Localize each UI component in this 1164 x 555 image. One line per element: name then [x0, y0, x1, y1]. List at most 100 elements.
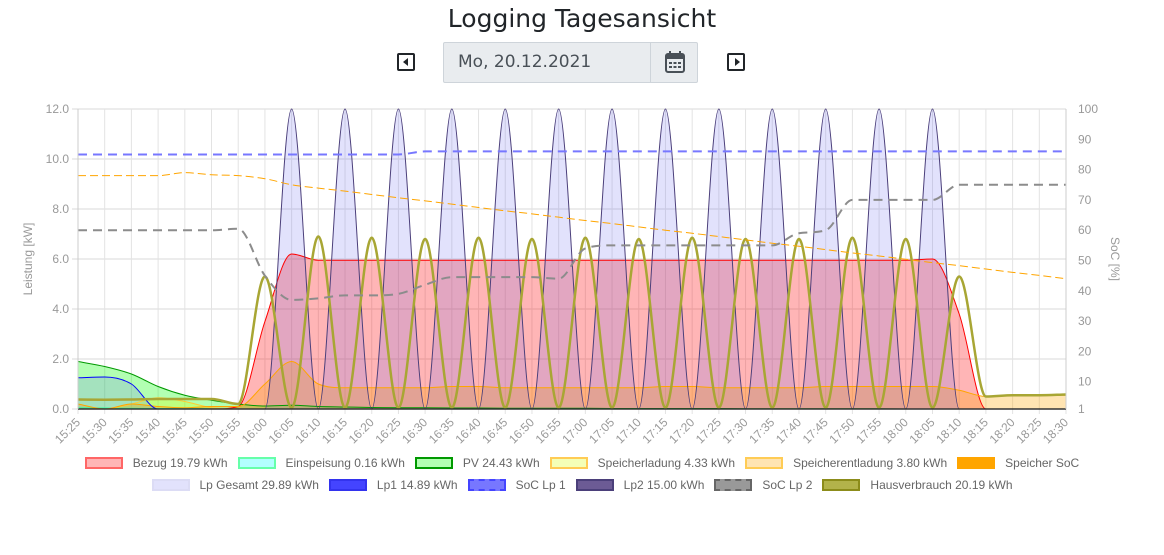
x-tick-label: 18:25: [1013, 415, 1044, 446]
x-tick-label: 17:40: [773, 415, 804, 446]
x-tick-label: 16:25: [372, 415, 403, 446]
legend-item[interactable]: Hausverbrauch 20.19 kWh: [822, 478, 1013, 492]
legend-item[interactable]: Speicherentladung 3.80 kWh: [745, 456, 947, 470]
legend-label: Speicherladung 4.33 kWh: [597, 456, 736, 470]
y-tick-label: 4.0: [52, 302, 69, 316]
legend-item[interactable]: Speicherladung 4.33 kWh: [549, 456, 736, 470]
x-tick-label: 17:05: [586, 415, 617, 446]
x-tick-label: 18:10: [933, 415, 964, 446]
pv-area: [78, 361, 1066, 409]
x-tick-label: 15:40: [132, 415, 163, 446]
legend-label: Lp2 15.00 kWh: [623, 478, 705, 492]
legend-label: Speicher SoC: [1005, 456, 1080, 470]
calendar-button[interactable]: [650, 42, 698, 83]
x-tick-label: 15:45: [159, 415, 190, 446]
x-tick-label: 17:20: [666, 415, 697, 446]
legend-label: Hausverbrauch 20.19 kWh: [870, 478, 1013, 492]
x-tick-label: 17:15: [639, 415, 670, 446]
y-tick-label: 2.0: [52, 352, 69, 366]
x-tick-label: 16:35: [426, 415, 457, 446]
x-tick-label: 15:35: [105, 415, 136, 446]
legend-swatch: [467, 479, 506, 491]
x-tick-label: 15:50: [186, 415, 217, 446]
date-input[interactable]: Mo, 20.12.2021: [443, 42, 651, 83]
y2-tick-label: 80: [1078, 163, 1092, 177]
x-tick-label: 16:50: [506, 415, 537, 446]
x-tick-label: 15:30: [79, 415, 110, 446]
x-tick-label: 18:30: [1040, 415, 1071, 446]
speicherentladung-line: [77, 360, 1066, 410]
legend-swatch: [714, 479, 753, 491]
x-tick-label: 17:35: [746, 415, 777, 446]
x-tick-label: 17:10: [613, 415, 644, 446]
legend-label: Bezug 19.79 kWh: [132, 456, 228, 470]
legend-item[interactable]: Lp Gesamt 29.89 kWh: [151, 478, 319, 492]
y2-tick-label: 1: [1078, 402, 1085, 416]
legend-item[interactable]: SoC Lp 2: [714, 478, 812, 492]
y-tick-label: 8.0: [52, 202, 69, 216]
speicher-soc-line: [78, 172, 1067, 280]
legend-swatch: [549, 457, 588, 469]
lp2-line: [78, 108, 1066, 410]
x-tick-label: 16:10: [292, 415, 323, 446]
legend-item[interactable]: Bezug 19.79 kWh: [84, 456, 228, 470]
next-day-button[interactable]: [727, 53, 745, 71]
x-tick-label: 16:15: [319, 415, 350, 446]
legend-swatch: [84, 457, 123, 469]
legend-label: Lp1 14.89 kWh: [376, 478, 458, 492]
legend-item[interactable]: Speicher SoC: [957, 456, 1079, 470]
y-tick-label: 12.0: [46, 102, 70, 116]
y2-tick-label: 70: [1078, 193, 1092, 207]
x-tick-label: 16:30: [399, 415, 430, 446]
legend-label: Speicherentladung 3.80 kWh: [793, 456, 948, 470]
y2-tick-label: 40: [1078, 284, 1092, 298]
legend-item[interactable]: PV 24.43 kWh: [414, 456, 540, 470]
legend-swatch: [745, 457, 784, 469]
x-tick-label: 16:40: [453, 415, 484, 446]
prev-day-button[interactable]: [397, 53, 415, 71]
legend-label: SoC Lp 2: [762, 478, 813, 492]
legend-item[interactable]: Lp2 15.00 kWh: [575, 478, 705, 492]
y-tick-label: 6.0: [52, 252, 69, 266]
legend-swatch: [328, 479, 367, 491]
x-tick-label: 17:30: [720, 415, 751, 446]
legend-item[interactable]: Lp1 14.89 kWh: [328, 478, 458, 492]
legend-swatch: [575, 479, 614, 491]
soc-lp-2-line: [77, 183, 1066, 301]
legend-swatch: [414, 457, 453, 469]
x-tick-label: 17:50: [826, 415, 857, 446]
x-tick-label: 15:25: [52, 415, 83, 446]
legend-swatch: [957, 457, 996, 469]
x-tick-label: 16:45: [479, 415, 510, 446]
x-tick-label: 18:05: [906, 415, 937, 446]
caret-right-icon: [735, 58, 740, 66]
x-tick-label: 16:05: [266, 415, 297, 446]
legend-swatch: [822, 479, 861, 491]
legend-swatch: [237, 457, 276, 469]
legend-item[interactable]: Einspeisung 0.16 kWh: [237, 456, 405, 470]
y2-tick-label: 10: [1078, 375, 1092, 389]
x-tick-label: 17:25: [693, 415, 724, 446]
y2-tick-label: 50: [1078, 254, 1092, 268]
legend-row-1: Bezug 19.79 kWh Einspeisung 0.16 kWh PV 24…: [0, 456, 1164, 470]
y2-tick-label: 30: [1078, 314, 1092, 328]
caret-left-icon: [403, 58, 408, 66]
x-tick-label: 16:55: [533, 415, 564, 446]
legend-item[interactable]: SoC Lp 1: [467, 478, 566, 492]
x-tick-label: 17:45: [800, 415, 831, 446]
x-tick-label: 15:55: [212, 415, 243, 446]
calendar-icon: [665, 51, 685, 73]
legend-label: PV 24.43 kWh: [462, 456, 540, 470]
x-tick-label: 18:20: [987, 415, 1018, 446]
x-tick-label: 17:00: [559, 415, 590, 446]
legend-label: SoC Lp 1: [515, 478, 566, 492]
x-tick-label: 18:00: [880, 415, 911, 446]
legend-row-2: Lp Gesamt 29.89 kWh Lp1 14.89 kWh SoC Lp 1…: [0, 478, 1164, 492]
y2-tick-label: 90: [1078, 132, 1092, 146]
x-tick-label: 18:15: [960, 415, 991, 446]
x-tick-label: 16:00: [239, 415, 270, 446]
legend-label: Einspeisung 0.16 kWh: [285, 456, 405, 470]
y2-tick-label: 60: [1078, 223, 1092, 237]
x-tick-label: 17:55: [853, 415, 884, 446]
